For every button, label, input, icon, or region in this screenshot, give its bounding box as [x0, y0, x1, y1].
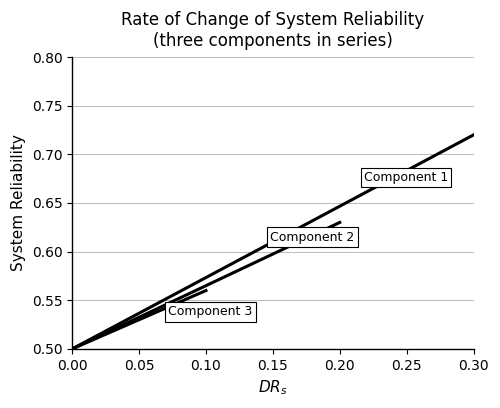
Y-axis label: System Reliability: System Reliability: [11, 135, 26, 271]
Title: Rate of Change of System Reliability
(three components in series): Rate of Change of System Reliability (th…: [122, 11, 424, 50]
Text: Component 2: Component 2: [270, 231, 354, 244]
Text: Component 3: Component 3: [168, 306, 252, 318]
X-axis label: DR$_s$: DR$_s$: [258, 378, 288, 397]
Text: Component 1: Component 1: [364, 171, 448, 184]
